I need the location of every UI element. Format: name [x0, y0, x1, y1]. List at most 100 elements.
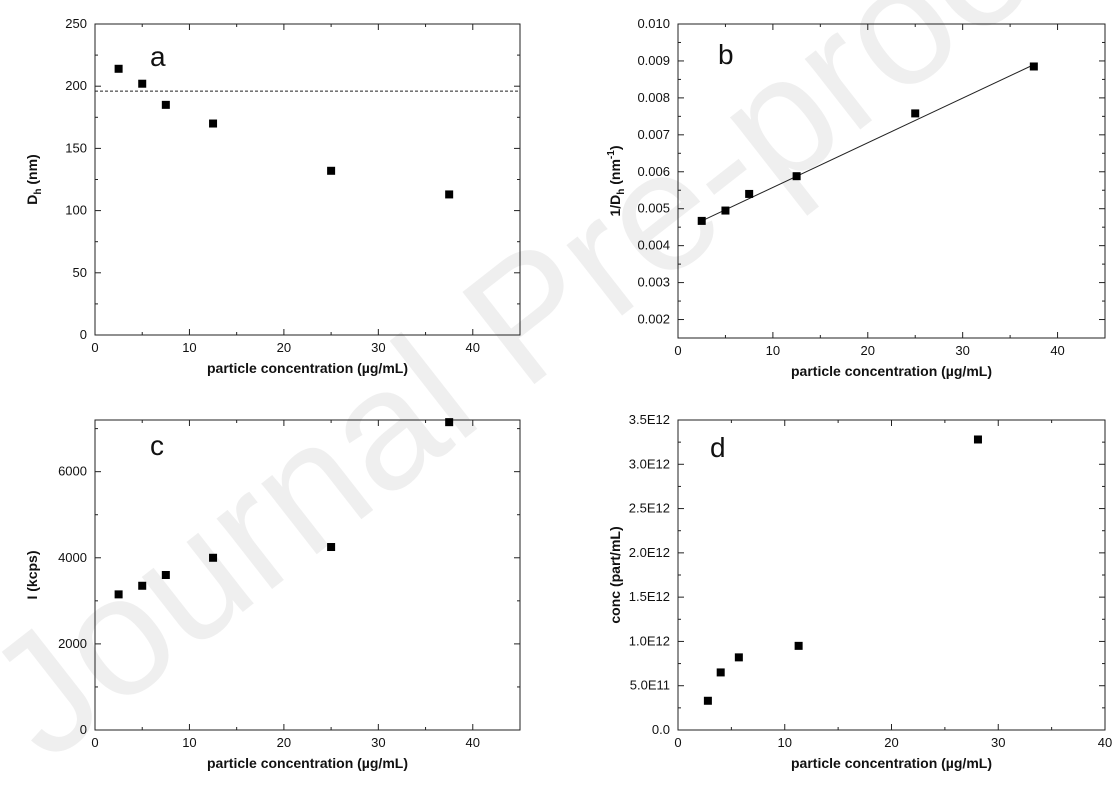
y-tick-label: 5.0E11: [630, 678, 670, 693]
panel-d: 0 10 20 30 40 0.0 5.0E11 1.0E12 1.5E12 2.0E12 2.5E…: [607, 412, 1112, 771]
y-tick-label: 0.008: [637, 90, 670, 105]
data-point: [792, 172, 801, 181]
x-tick-label: 20: [277, 735, 291, 750]
x-tick-label: 30: [371, 735, 385, 750]
y-axis-title-part: h: [616, 189, 627, 195]
y-tick-label: 50: [73, 265, 87, 280]
y-tick-label: 200: [65, 78, 87, 93]
panel-a: 0 10 20 30 40 0 50 100 150 200 250 a particle concen…: [24, 16, 521, 376]
data-point: [794, 641, 803, 650]
data-point: [734, 653, 743, 662]
data-point: [161, 571, 170, 579]
y-tick-label: 2000: [58, 636, 87, 651]
x-tick-label: 0: [91, 340, 98, 355]
y-tick-label: 250: [65, 16, 87, 31]
x-tick-label: 20: [277, 340, 291, 355]
y-tick-label: 0.0: [652, 722, 670, 737]
data-point: [138, 581, 147, 590]
y-axis-title-part: (nm): [24, 154, 40, 188]
y-axis-title: I (kcps): [24, 550, 40, 599]
data-point: [327, 166, 336, 175]
y-axis-title-part: (nm: [607, 159, 623, 189]
data-point: [911, 109, 920, 118]
x-tick-label: 40: [1098, 735, 1112, 750]
data-point: [1029, 62, 1038, 71]
x-tick-label: 30: [955, 343, 969, 358]
x-tick-label: 10: [766, 343, 780, 358]
x-tick-label: 10: [182, 735, 196, 750]
y-tick-label: 0.010: [637, 16, 670, 31]
y-tick-label: 0.004: [637, 238, 670, 253]
y-tick-label: 0.007: [637, 127, 670, 142]
y-axis-title-part: conc (part/mL): [607, 526, 623, 623]
y-tick-label: 150: [65, 140, 87, 155]
y-tick-label: 0.005: [637, 201, 670, 216]
y-axis-title: conc (part/mL): [607, 526, 623, 623]
x-tick-label: 10: [182, 340, 196, 355]
y-tick-label: 0.002: [637, 312, 670, 327]
panel-letter: d: [710, 432, 726, 463]
y-tick-label: 1.5E12: [629, 589, 670, 604]
y-tick-label: 0: [80, 722, 87, 737]
y-tick-label: 0: [80, 327, 87, 342]
x-tick-label: 20: [884, 735, 898, 750]
x-axis-title: particle concentration (µg/mL): [791, 755, 992, 771]
y-tick-label: 3.0E12: [629, 456, 670, 471]
data-point: [327, 543, 336, 552]
x-tick-label: 20: [861, 343, 875, 358]
data-point: [697, 216, 706, 225]
data-point: [703, 696, 712, 705]
y-axis-title-part: h: [33, 188, 44, 194]
x-axis-title: particle concentration (µg/mL): [207, 360, 408, 376]
data-point: [161, 100, 170, 109]
y-axis-title-part: D: [24, 195, 40, 205]
data-point: [209, 119, 218, 128]
y-axis-title-part: -1: [606, 150, 617, 159]
x-axis-title: particle concentration (µg/mL): [207, 755, 408, 771]
x-axis-title: particle concentration (µg/mL): [791, 363, 992, 379]
data-point: [716, 668, 725, 677]
y-axis-title: Dh (nm): [24, 154, 44, 204]
plot-frame: [677, 419, 1106, 731]
panel-letter: a: [150, 41, 166, 72]
y-axis-title: 1/Dh (nm-1): [606, 145, 627, 216]
x-tick-label: 40: [466, 340, 480, 355]
data-point: [721, 206, 730, 215]
y-tick-label: 2.5E12: [629, 501, 670, 516]
plot-frame: [94, 419, 521, 731]
y-tick-label: 100: [65, 203, 87, 218]
fit-line: [701, 64, 1035, 222]
y-tick-label: 0.009: [637, 53, 670, 68]
y-tick-label: 6000: [58, 464, 87, 479]
x-tick-label: 0: [91, 735, 98, 750]
x-tick-label: 0: [674, 735, 681, 750]
y-tick-label: 4000: [58, 550, 87, 565]
data-point: [138, 79, 147, 88]
y-tick-label: 0.006: [637, 164, 670, 179]
x-tick-label: 40: [466, 735, 480, 750]
y-tick-label: 2.0E12: [629, 545, 670, 560]
y-tick-label: 1.0E12: [629, 633, 670, 648]
panel-b: 0 10 20 30 40 0.002 0.003 0.004 0.005 0.006 0.007 0…: [606, 16, 1106, 379]
x-tick-label: 0: [674, 343, 681, 358]
y-axis-title-part: ): [607, 145, 623, 150]
x-tick-label: 30: [991, 735, 1005, 750]
plot-frame: [677, 23, 1106, 339]
x-tick-label: 30: [371, 340, 385, 355]
data-point: [114, 64, 123, 73]
y-tick-label: 3.5E12: [629, 412, 670, 427]
panel-letter: b: [718, 39, 734, 70]
x-tick-label: 10: [778, 735, 792, 750]
data-point: [445, 190, 454, 199]
data-point: [445, 418, 454, 427]
panel-letter: c: [150, 430, 164, 461]
data-point: [973, 435, 982, 444]
data-point: [209, 553, 218, 562]
y-tick-label: 0.003: [637, 275, 670, 290]
data-point: [114, 590, 123, 599]
x-tick-label: 40: [1050, 343, 1064, 358]
y-axis-title-part: 1/D: [607, 195, 623, 217]
panel-c: 0 10 20 30 40 0 2000 4000 6000 c particle concentr…: [24, 418, 521, 771]
